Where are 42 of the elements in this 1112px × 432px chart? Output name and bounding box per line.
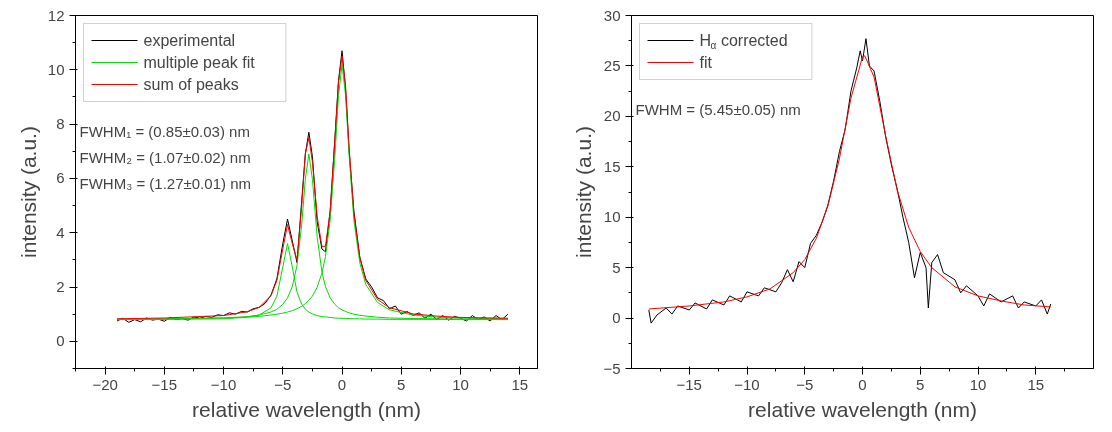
y-tick-label: 0 xyxy=(612,309,621,327)
legend-label: fit xyxy=(699,54,713,71)
legend-label: multiple peak fit xyxy=(143,54,256,71)
x-tick-label: 10 xyxy=(969,375,987,393)
y-tick-label: 15 xyxy=(603,157,621,175)
x-tick-label: 0 xyxy=(337,375,347,393)
y-tick-label: 0 xyxy=(56,332,65,350)
y-tick-label: 10 xyxy=(603,208,621,226)
x-axis-title: relative wavelength (nm) xyxy=(192,397,421,421)
y-tick-label: 4 xyxy=(56,223,65,241)
y-axis-title: intensity (a.u.) xyxy=(16,126,40,258)
annotation: FWHM₃ = (1.27±0.01) nm xyxy=(79,175,251,192)
x-tick-label: 15 xyxy=(511,375,529,393)
y-tick-label: 2 xyxy=(56,278,65,296)
annotation: FWHM₁ = (0.85±0.03) nm xyxy=(79,123,250,140)
y-tick-label: 12 xyxy=(47,6,65,24)
y-tick-label: 8 xyxy=(56,115,65,133)
y-tick-label: 6 xyxy=(56,169,65,187)
x-tick-label: 5 xyxy=(916,375,925,393)
x-axis-title: relative wavelength (nm) xyxy=(748,397,977,421)
y-tick-label: 10 xyxy=(47,60,65,78)
x-tick-label: −15 xyxy=(676,375,702,393)
x-tick-label: 10 xyxy=(452,375,469,393)
x-tick-label: 15 xyxy=(1027,375,1045,393)
y-tick-label: −5 xyxy=(603,359,621,377)
x-tick-label: −10 xyxy=(210,375,237,393)
annotation: FWHM = (5.45±0.05) nm xyxy=(635,101,801,118)
y-tick-label: 5 xyxy=(612,258,621,276)
x-tick-label: −10 xyxy=(734,375,760,393)
x-tick-label: 5 xyxy=(397,375,406,393)
x-tick-label: 0 xyxy=(858,375,867,393)
y-tick-label: 25 xyxy=(603,56,621,74)
annotation: FWHM₂ = (1.07±0.02) nm xyxy=(79,149,251,166)
x-tick-label: −5 xyxy=(274,375,292,393)
x-tick-label: −15 xyxy=(151,375,178,393)
legend-label: sum of peaks xyxy=(143,76,239,93)
y-axis-title: intensity (a.u.) xyxy=(572,126,596,258)
x-tick-label: −5 xyxy=(796,375,814,393)
legend-label: experimental xyxy=(143,32,236,49)
y-tick-label: 30 xyxy=(603,6,621,24)
x-tick-label: −20 xyxy=(92,375,118,393)
y-tick-label: 20 xyxy=(603,107,621,125)
